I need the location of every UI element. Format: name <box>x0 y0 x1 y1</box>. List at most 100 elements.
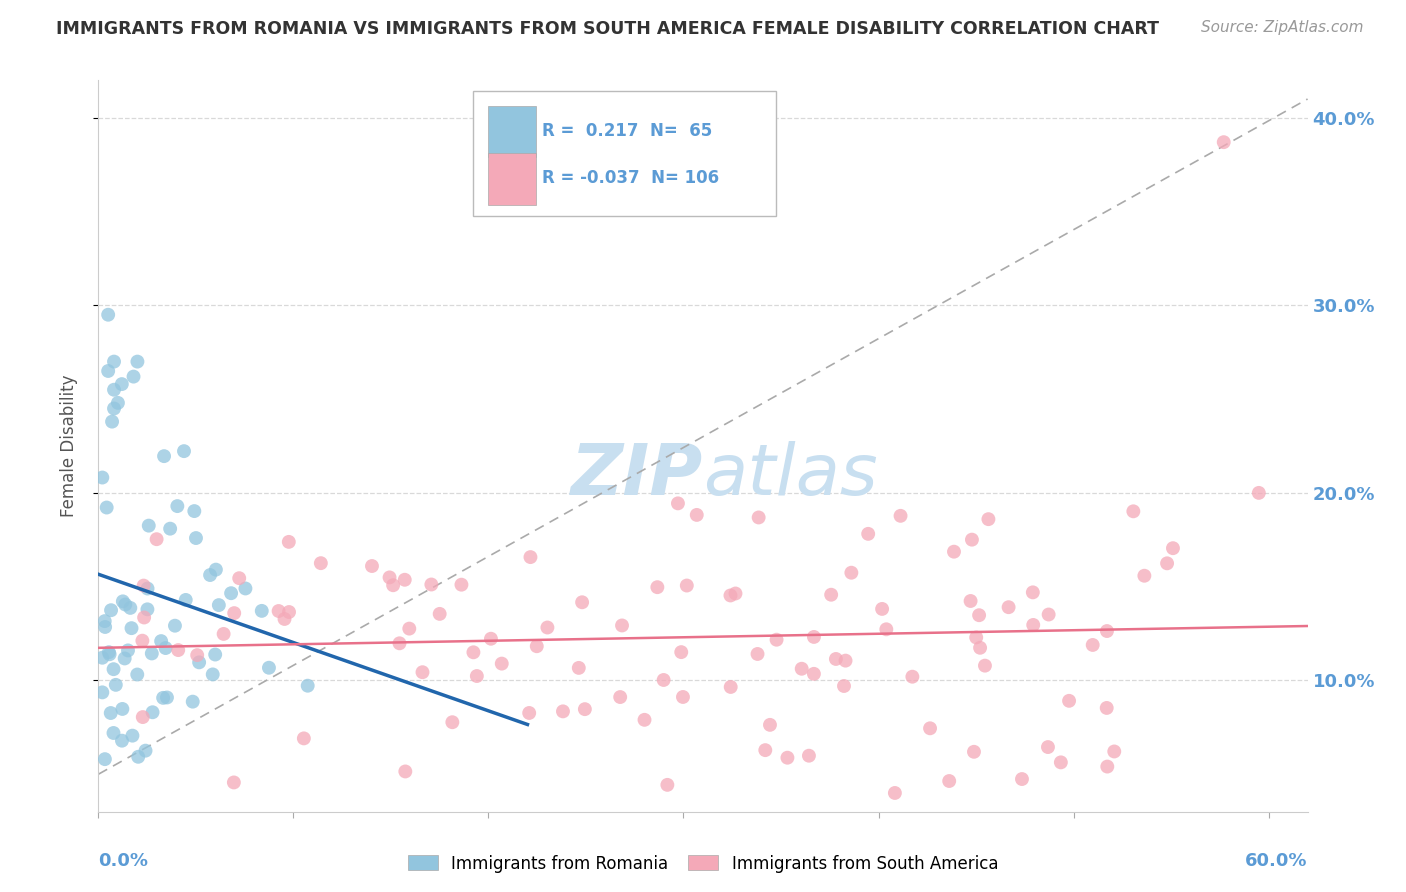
Point <box>132 578 155 592</box>
Point <box>965 631 987 645</box>
Point <box>103 726 125 740</box>
Point <box>183 504 205 518</box>
Point <box>155 641 177 656</box>
Text: 60.0%: 60.0% <box>1246 852 1308 870</box>
Point <box>150 634 173 648</box>
Point <box>394 764 416 779</box>
Point <box>212 627 235 641</box>
Point <box>671 645 693 659</box>
Point <box>441 715 464 730</box>
Point <box>97 645 120 659</box>
Point <box>672 690 695 704</box>
Point <box>959 594 981 608</box>
Point <box>153 449 176 463</box>
Point <box>136 582 159 596</box>
Point <box>297 679 319 693</box>
Point <box>1156 557 1178 571</box>
Point <box>803 666 825 681</box>
Point <box>1038 607 1060 622</box>
Point <box>666 496 689 510</box>
Point <box>1022 585 1045 599</box>
Point <box>429 607 451 621</box>
Point <box>91 685 114 699</box>
Point <box>1247 486 1270 500</box>
Point <box>120 601 142 615</box>
Point <box>127 354 149 368</box>
Point <box>963 745 986 759</box>
Point <box>856 526 879 541</box>
Point <box>96 500 118 515</box>
Point <box>134 610 156 624</box>
Point <box>100 603 122 617</box>
Point <box>114 651 136 665</box>
Point <box>166 499 188 513</box>
Point <box>747 647 769 661</box>
Point <box>1057 694 1080 708</box>
FancyBboxPatch shape <box>488 153 536 204</box>
Point <box>186 648 208 662</box>
Point <box>93 614 115 628</box>
Point <box>1104 744 1126 758</box>
Point <box>463 645 485 659</box>
Point <box>159 522 181 536</box>
Point <box>1081 638 1104 652</box>
Point <box>121 621 143 635</box>
Point <box>273 612 295 626</box>
Point <box>142 705 165 719</box>
Text: Source: ZipAtlas.com: Source: ZipAtlas.com <box>1201 20 1364 35</box>
Point <box>228 571 250 585</box>
Text: R = -0.037  N= 106: R = -0.037 N= 106 <box>543 169 720 186</box>
Point <box>361 559 384 574</box>
Text: IMMIGRANTS FROM ROMANIA VS IMMIGRANTS FROM SOUTH AMERICA FEMALE DISABILITY CORRE: IMMIGRANTS FROM ROMANIA VS IMMIGRANTS FR… <box>56 20 1159 37</box>
Point <box>1122 504 1144 518</box>
Point <box>465 669 488 683</box>
Point <box>1036 740 1059 755</box>
Point <box>135 744 157 758</box>
Point <box>536 620 558 634</box>
Point <box>450 577 472 591</box>
Point <box>686 508 709 522</box>
Text: atlas: atlas <box>703 441 877 509</box>
Point <box>103 401 125 416</box>
Point <box>292 731 315 746</box>
Point <box>103 383 125 397</box>
Point <box>250 604 273 618</box>
Point <box>114 598 136 612</box>
Point <box>138 518 160 533</box>
Point <box>977 512 1000 526</box>
Point <box>720 589 742 603</box>
Point <box>1161 541 1184 556</box>
Point <box>257 661 280 675</box>
Point <box>101 415 124 429</box>
Text: ZIP: ZIP <box>571 441 703 509</box>
Point <box>647 580 669 594</box>
Point <box>277 534 299 549</box>
Point <box>754 743 776 757</box>
Point <box>883 786 905 800</box>
Point <box>491 657 513 671</box>
Point <box>219 586 242 600</box>
Point <box>1095 701 1118 715</box>
Point <box>997 600 1019 615</box>
Point <box>152 690 174 705</box>
Point <box>103 662 125 676</box>
Point <box>208 598 231 612</box>
Point <box>91 470 114 484</box>
Point <box>91 650 114 665</box>
Point <box>938 774 960 789</box>
Point <box>571 595 593 609</box>
Point <box>382 578 405 592</box>
Point <box>107 396 129 410</box>
Point <box>156 690 179 705</box>
Point <box>163 618 186 632</box>
Point <box>943 544 966 558</box>
Point <box>797 748 820 763</box>
Point <box>398 622 420 636</box>
Point <box>609 690 631 704</box>
Point <box>841 566 863 580</box>
Point <box>834 654 856 668</box>
FancyBboxPatch shape <box>474 91 776 216</box>
Point <box>790 662 813 676</box>
Point <box>568 661 591 675</box>
Point <box>121 729 143 743</box>
